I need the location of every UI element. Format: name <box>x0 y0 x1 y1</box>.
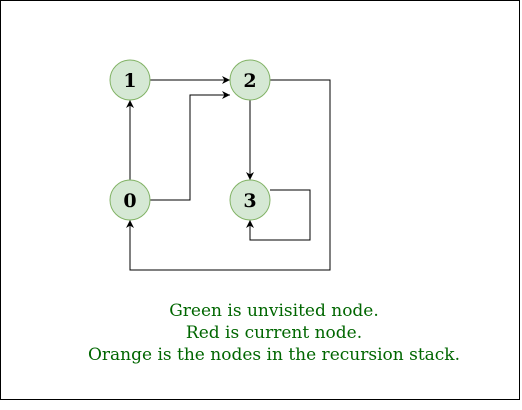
legend: Green is unvisited node. Red is current … <box>0 300 522 366</box>
node-1-label: 1 <box>123 70 136 92</box>
node-3-label: 3 <box>243 190 256 212</box>
node-1: 1 <box>109 59 151 101</box>
legend-line-recursion-stack: Orange is the nodes in the recursion sta… <box>87 345 461 365</box>
edge-0-to-2 <box>150 91 230 201</box>
edge-3-self-loop <box>246 189 311 241</box>
node-2-label: 2 <box>243 70 256 92</box>
node-3: 3 <box>229 179 271 221</box>
node-0-label: 0 <box>123 190 136 212</box>
legend-line-unvisited: Green is unvisited node. <box>169 301 379 321</box>
node-0-circle <box>109 179 151 221</box>
node-2: 2 <box>229 59 271 101</box>
edge-2-to-0 <box>126 79 331 271</box>
node-3-circle <box>229 179 271 221</box>
node-1-circle <box>109 59 151 101</box>
legend-line-current: Red is current node. <box>185 323 363 343</box>
node-0: 0 <box>109 179 151 221</box>
node-2-circle <box>229 59 271 101</box>
